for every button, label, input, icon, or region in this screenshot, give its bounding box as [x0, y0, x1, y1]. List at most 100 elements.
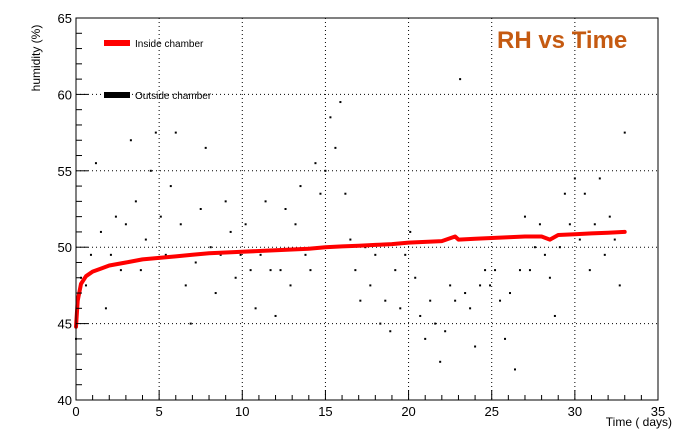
x-tick-label: 30	[568, 404, 582, 419]
outside-data-point	[374, 253, 377, 256]
outside-data-point	[174, 131, 177, 134]
outside-data-point	[344, 192, 347, 195]
outside-data-point	[369, 284, 372, 287]
outside-data-point	[608, 215, 611, 218]
outside-data-point	[284, 208, 287, 210]
outside-data-point	[99, 230, 102, 233]
outside-data-point	[588, 269, 591, 272]
outside-data-point	[244, 223, 247, 226]
outside-data-point	[538, 223, 541, 226]
outside-data-point	[429, 299, 432, 302]
outside-data-point	[419, 314, 422, 317]
outside-data-point	[279, 269, 282, 272]
outside-data-point	[449, 284, 452, 287]
outside-data-point	[109, 253, 112, 256]
outside-data-point	[329, 116, 332, 119]
outside-data-point	[194, 261, 197, 264]
x-tick-label: 0	[72, 404, 79, 419]
outside-data-point	[239, 253, 242, 256]
legend-swatch-inside	[104, 40, 130, 46]
y-tick-label: 40	[58, 393, 72, 408]
outside-data-point	[409, 230, 412, 233]
outside-data-point	[309, 269, 312, 272]
plot-area	[75, 17, 659, 401]
x-axis-ticks: 0 5 10 15 20 25 30 35	[72, 390, 665, 419]
outside-data-point	[543, 253, 546, 256]
outside-data-point	[394, 269, 397, 272]
outside-data-point	[578, 238, 581, 241]
outside-data-point	[324, 169, 327, 172]
outside-data-point	[553, 314, 556, 317]
outside-data-point	[349, 238, 352, 241]
outside-data-point	[104, 307, 107, 310]
outside-data-point	[304, 253, 307, 256]
outside-data-point	[454, 299, 457, 302]
outside-data-point	[224, 200, 227, 203]
outside-data-point	[518, 269, 521, 272]
outside-data-point	[254, 307, 257, 310]
outside-data-point	[389, 330, 392, 333]
outside-data-point	[469, 307, 472, 310]
outside-data-point	[354, 269, 357, 272]
outside-data-point	[558, 246, 561, 249]
outside-data-point	[154, 131, 157, 134]
outside-data-point	[533, 246, 536, 249]
outside-data-point	[598, 177, 601, 180]
outside-data-point	[528, 269, 531, 272]
y-axis-label: humidity (%)	[29, 25, 43, 92]
outside-data-point	[404, 253, 407, 256]
outside-data-point	[234, 276, 237, 279]
outside-data-point	[129, 139, 132, 142]
outside-data-point	[513, 368, 516, 371]
outside-data-point	[189, 322, 192, 325]
legend-label-outside: Outside chamber	[135, 91, 212, 102]
outside-data-point	[124, 223, 127, 226]
outside-data-point	[523, 215, 526, 218]
outside-data-point	[548, 276, 551, 279]
outside-data-point	[494, 269, 497, 272]
outside-data-point	[509, 292, 512, 295]
x-tick-label: 25	[484, 404, 498, 419]
outside-data-point	[479, 284, 482, 287]
outside-data-point	[484, 269, 487, 272]
outside-data-point	[439, 360, 442, 363]
outside-data-point	[464, 292, 467, 295]
y-axis-ticks: 40 45 50 55 60 65	[58, 11, 88, 408]
outside-data-point	[568, 223, 571, 226]
outside-data-point	[169, 185, 172, 188]
outside-data-point	[219, 253, 222, 256]
outside-data-point	[444, 330, 447, 333]
outside-data-point	[139, 269, 142, 272]
outside-chamber-series	[75, 78, 626, 371]
outside-data-point	[379, 322, 382, 325]
outside-data-point	[474, 345, 477, 348]
outside-data-point	[274, 314, 277, 317]
outside-data-point	[339, 101, 342, 104]
outside-data-point	[314, 162, 317, 165]
legend-swatch-outside	[104, 92, 130, 98]
outside-data-point	[294, 223, 297, 226]
outside-data-point	[299, 185, 302, 188]
outside-data-point	[384, 299, 387, 302]
outside-data-point	[199, 208, 202, 210]
outside-data-point	[184, 284, 187, 287]
outside-data-point	[134, 200, 137, 203]
outside-data-point	[504, 337, 507, 340]
grid-lines	[76, 18, 659, 400]
axes	[75, 18, 658, 401]
legend-label-inside: Inside chamber	[135, 39, 204, 50]
outside-data-point	[249, 269, 252, 272]
y-tick-label: 50	[58, 240, 72, 255]
outside-data-point	[499, 299, 502, 302]
outside-data-point	[414, 276, 417, 279]
outside-data-point	[94, 162, 97, 165]
outside-data-point	[159, 215, 162, 218]
outside-data-point	[593, 223, 596, 226]
outside-data-point	[613, 238, 616, 241]
x-tick-label: 5	[156, 404, 163, 419]
outside-data-point	[204, 146, 207, 149]
outside-data-point	[259, 253, 262, 256]
inside-chamber-line	[74, 229, 627, 329]
outside-data-point	[424, 337, 427, 340]
outside-data-point	[264, 200, 267, 203]
